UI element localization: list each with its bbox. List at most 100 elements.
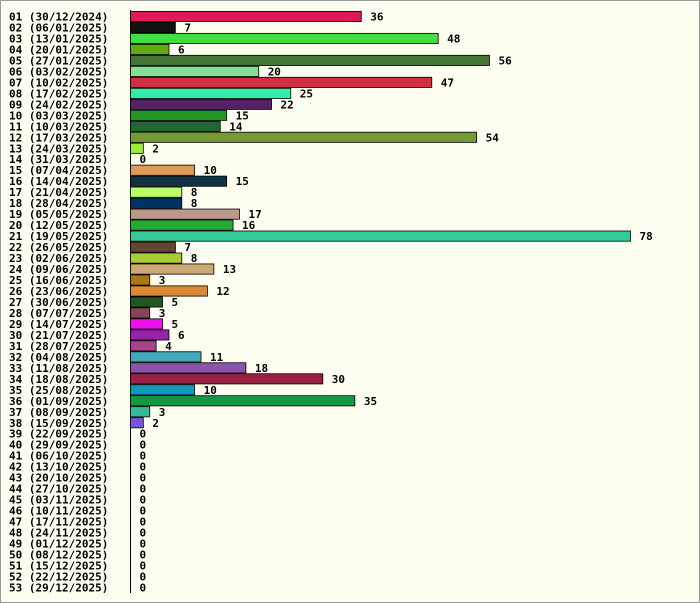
value-label: 7 [184, 241, 191, 254]
bar [130, 340, 157, 352]
bar [130, 120, 221, 132]
value-label: 10 [204, 384, 217, 397]
value-label: 0 [140, 549, 147, 562]
bar [130, 395, 356, 407]
category-label: 06 (03/02/2025) [9, 65, 108, 78]
category-label: 35 (25/08/2025) [9, 384, 108, 397]
value-label: 3 [159, 274, 166, 287]
value-label: 2 [152, 142, 159, 155]
category-label: 34 (18/08/2025) [9, 373, 108, 386]
category-label: 39 (22/09/2025) [9, 428, 108, 441]
value-label: 13 [223, 263, 236, 276]
value-label: 0 [140, 527, 147, 540]
category-label: 13 (24/03/2025) [9, 142, 108, 155]
bar [130, 307, 151, 319]
value-label: 11 [210, 351, 224, 364]
bar [130, 219, 234, 231]
value-label: 0 [140, 483, 147, 496]
category-label: 38 (15/09/2025) [9, 417, 108, 430]
bar [130, 263, 215, 275]
value-label: 5 [172, 318, 179, 331]
category-label: 01 (30/12/2024) [9, 10, 108, 23]
value-label: 8 [191, 197, 198, 210]
category-label: 16 (14/04/2025) [9, 175, 108, 188]
value-label: 25 [300, 87, 313, 100]
category-label: 22 (26/05/2025) [9, 241, 108, 254]
value-label: 14 [229, 120, 243, 133]
category-label: 10 (03/03/2025) [9, 109, 108, 122]
category-label: 07 (10/02/2025) [9, 76, 108, 89]
value-label: 5 [172, 296, 179, 309]
value-label: 4 [165, 340, 172, 353]
category-label: 28 (07/07/2025) [9, 307, 108, 320]
bar [130, 384, 195, 396]
bar [130, 32, 439, 44]
value-label: 0 [140, 559, 147, 572]
category-label: 09 (24/02/2025) [9, 98, 108, 111]
bar [130, 10, 362, 22]
category-label: 32 (04/08/2025) [9, 351, 108, 364]
value-label: 78 [639, 230, 652, 243]
category-label: 41 (06/10/2025) [9, 450, 108, 463]
category-label: 52 (22/12/2025) [9, 570, 108, 583]
category-label: 30 (21/07/2025) [9, 329, 108, 342]
category-label: 31 (28/07/2025) [9, 340, 108, 353]
category-label: 11 (10/03/2025) [9, 120, 108, 133]
value-label: 48 [447, 32, 460, 45]
category-label: 53 (29/12/2025) [9, 581, 108, 594]
category-label: 15 (07/04/2025) [9, 164, 108, 177]
value-label: 0 [140, 461, 147, 474]
category-label: 47 (17/11/2025) [9, 516, 108, 529]
category-label: 03 (13/01/2025) [9, 32, 108, 45]
category-label: 37 (08/09/2025) [9, 406, 108, 419]
category-label: 05 (27/01/2025) [9, 54, 108, 67]
category-label: 24 (09/06/2025) [9, 263, 108, 276]
category-label: 48 (24/11/2025) [9, 527, 108, 540]
bar [130, 241, 176, 253]
bar [130, 296, 163, 308]
category-label: 23 (02/06/2025) [9, 252, 108, 265]
category-label: 45 (03/11/2025) [9, 494, 108, 507]
bar [130, 318, 163, 330]
value-label: 0 [140, 450, 147, 463]
bar [130, 329, 170, 341]
category-label: 25 (16/06/2025) [9, 274, 108, 287]
value-label: 15 [236, 175, 249, 188]
bar [130, 186, 183, 198]
category-label: 46 (10/11/2025) [9, 505, 108, 518]
value-label: 8 [191, 186, 198, 199]
category-label: 08 (17/02/2025) [9, 87, 108, 100]
value-label: 7 [184, 21, 191, 34]
category-label: 17 (21/04/2025) [9, 186, 108, 199]
value-label: 0 [140, 439, 147, 452]
bar [130, 208, 240, 220]
category-label: 18 (28/04/2025) [9, 197, 108, 210]
value-label: 30 [332, 373, 345, 386]
bar [130, 109, 228, 121]
value-label: 0 [140, 472, 147, 485]
value-label: 3 [159, 307, 166, 320]
value-label: 6 [178, 43, 185, 56]
value-label: 0 [140, 516, 147, 529]
category-label: 42 (13/10/2025) [9, 461, 108, 474]
value-label: 12 [216, 285, 229, 298]
bar [130, 98, 272, 110]
bar [130, 362, 247, 374]
value-label: 0 [140, 581, 147, 594]
category-label: 27 (30/06/2025) [9, 296, 108, 309]
category-label: 21 (19/05/2025) [9, 230, 108, 243]
category-label: 19 (05/05/2025) [9, 208, 108, 221]
value-label: 2 [152, 417, 159, 430]
value-label: 0 [140, 494, 147, 507]
value-label: 15 [236, 109, 249, 122]
category-label: 50 (08/12/2025) [9, 549, 108, 562]
value-label: 36 [370, 10, 384, 23]
category-label: 04 (20/01/2025) [9, 43, 108, 56]
bar [130, 417, 144, 429]
value-label: 10 [204, 164, 217, 177]
bar [130, 285, 208, 297]
value-label: 17 [248, 208, 261, 221]
